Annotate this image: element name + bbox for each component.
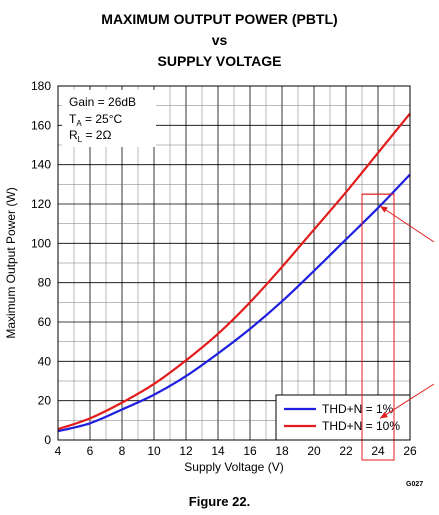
y-tick-label: 100 <box>31 236 51 250</box>
plot-frame <box>57 85 411 441</box>
annotation-arrow-1 <box>379 205 435 243</box>
y-tick-label: 120 <box>31 197 51 211</box>
legend-label-1: THD+N = 1% <box>322 402 394 416</box>
temperature-condition: TA = 25°C <box>69 112 123 128</box>
x-tick-label: 24 <box>371 444 385 458</box>
y-tick-label: 40 <box>38 354 52 368</box>
y-tick-label: 60 <box>38 315 52 329</box>
chart-title-line-3: SUPPLY VOLTAGE <box>157 53 282 69</box>
annotation-arrowhead-2 <box>380 411 388 419</box>
annotation-arrows <box>379 205 435 419</box>
y-axis-label: Maximum Output Power (W) <box>4 187 18 338</box>
x-tick-label: 14 <box>211 444 225 458</box>
annotation-arrow-2 <box>379 383 435 419</box>
figure-caption: Figure 22. <box>188 494 251 509</box>
load-condition: RL = 2Ω <box>69 128 111 144</box>
highlight-rectangle-overlay <box>361 193 395 461</box>
x-tick-label: 18 <box>275 444 289 458</box>
figure-id: G027 <box>406 481 424 488</box>
x-tick-label: 20 <box>307 444 321 458</box>
x-tick-label: 6 <box>87 444 94 458</box>
gain-condition: Gain = 26dB <box>69 95 136 109</box>
test-conditions-box: Gain = 26dB TA = 25°C RL = 2Ω <box>62 90 156 147</box>
y-tick-label: 0 <box>44 433 51 447</box>
x-tick-label: 4 <box>55 444 62 458</box>
y-tick-label: 180 <box>31 79 51 93</box>
chart-title-line-2: vs <box>211 32 228 48</box>
x-tick-label: 26 <box>403 444 417 458</box>
legend: THD+N = 1% THD+N = 10% <box>275 193 411 461</box>
y-tick-label: 20 <box>38 394 52 408</box>
legend-box <box>275 394 411 441</box>
x-tick-label: 16 <box>243 444 257 458</box>
series-line-2 <box>57 112 411 431</box>
y-tick-label: 80 <box>38 276 52 290</box>
y-tick-label: 160 <box>31 118 51 132</box>
x-tick-label: 22 <box>339 444 353 458</box>
annotation-arrowhead-1 <box>380 206 388 213</box>
x-tick-label: 12 <box>179 444 193 458</box>
tick-labels: 4 6 8 10 12 14 16 18 20 22 24 26 0 20 40 60 80 100 120 140 1… <box>31 79 417 458</box>
legend-label-2: THD+N = 10% <box>322 419 400 433</box>
chart-title-line-1: MAXIMUM OUTPUT POWER (PBTL) <box>101 11 338 27</box>
y-tick-label: 140 <box>31 158 51 172</box>
series-line-1 <box>57 173 411 433</box>
series-lines <box>57 112 411 433</box>
x-tick-label: 10 <box>147 444 161 458</box>
x-axis-label: Supply Voltage (V) <box>184 460 283 474</box>
x-tick-label: 8 <box>119 444 126 458</box>
